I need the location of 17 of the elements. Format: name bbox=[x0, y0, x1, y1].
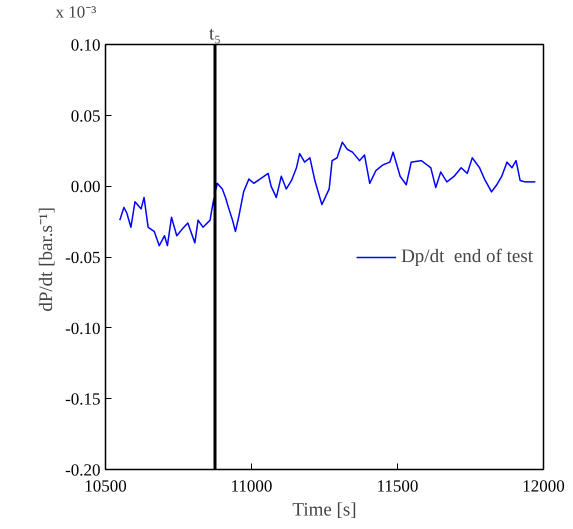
x-tick-label: 12000 bbox=[522, 476, 565, 496]
x-tick-label: 11500 bbox=[376, 476, 418, 496]
y-tick-label: -0.10 bbox=[65, 318, 101, 338]
x-axis-title: Time [s] bbox=[292, 500, 357, 520]
text: x 10⁻³ bbox=[56, 2, 96, 22]
legend-label: Dp/dt end of test bbox=[401, 246, 533, 268]
y-tick-label: -0.05 bbox=[65, 248, 101, 267]
y-tick-label: 0.10 bbox=[70, 36, 100, 54]
y-axis-title: dP/dt [bar.s⁻¹] bbox=[36, 207, 58, 312]
line-series bbox=[119, 142, 536, 246]
x-tick-label: 11000 bbox=[230, 476, 272, 496]
x-tick-label: 10500 bbox=[84, 476, 127, 496]
ref-line-label: t₅ bbox=[209, 24, 221, 44]
y-tick-label: 0.05 bbox=[70, 106, 100, 126]
y-tick-label: -0.15 bbox=[65, 390, 101, 409]
y-tick-label: -0.20 bbox=[65, 460, 101, 480]
y-tick-label: 0.00 bbox=[70, 177, 100, 196]
